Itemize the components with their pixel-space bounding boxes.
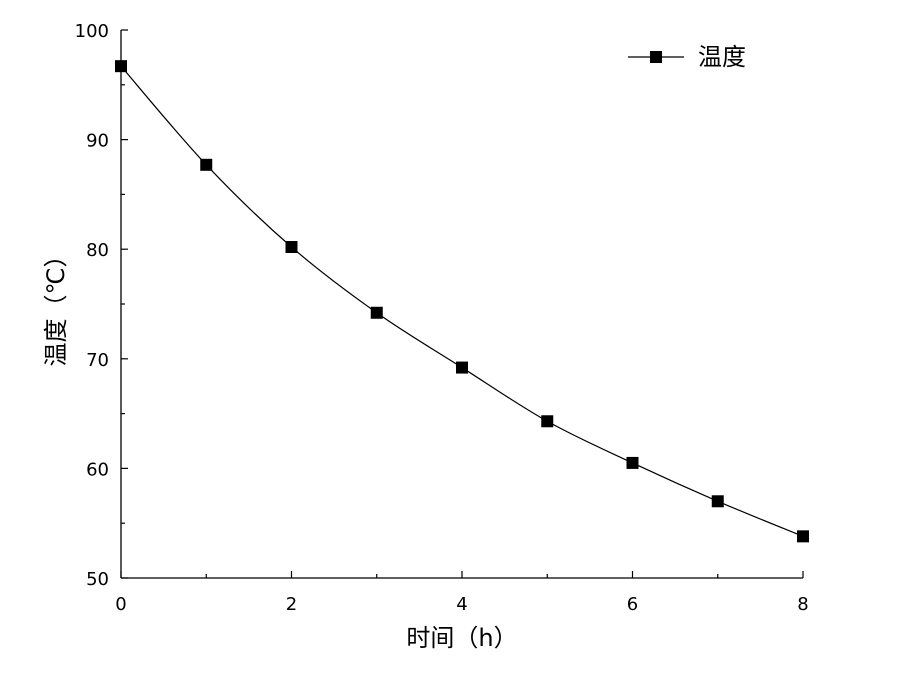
axes	[120, 30, 803, 579]
y-tick-label: 60	[86, 459, 109, 480]
ticks: 0 2 4 6 8 50 60 70 80 90 100	[75, 21, 809, 615]
y-tick-label: 90	[86, 131, 109, 152]
data-point	[711, 495, 724, 508]
data-point	[200, 158, 213, 171]
data-point	[370, 306, 383, 319]
data-point	[626, 456, 639, 469]
x-tick-label: 6	[627, 594, 638, 615]
legend-label: 温度	[698, 43, 746, 71]
data-point	[541, 415, 554, 428]
x-tick-label: 2	[286, 594, 297, 615]
y-tick-label: 100	[75, 21, 109, 42]
data-point	[115, 60, 127, 73]
data-point	[797, 530, 809, 543]
data-point	[456, 361, 468, 374]
x-tick-label: 0	[115, 594, 126, 615]
x-axis-title: 时间（h）	[406, 624, 517, 652]
legend: 温度	[628, 43, 746, 71]
y-tick-label: 50	[86, 569, 109, 590]
legend-marker	[650, 51, 662, 63]
series	[115, 60, 809, 543]
y-tick-label: 80	[86, 240, 109, 261]
y-axis-title: 温度（℃）	[42, 244, 70, 367]
data-point	[285, 241, 298, 254]
x-tick-label: 4	[456, 594, 467, 615]
series-line-temperature	[120, 65, 804, 537]
y-tick-label: 70	[86, 350, 109, 371]
x-tick-label: 8	[797, 594, 808, 615]
